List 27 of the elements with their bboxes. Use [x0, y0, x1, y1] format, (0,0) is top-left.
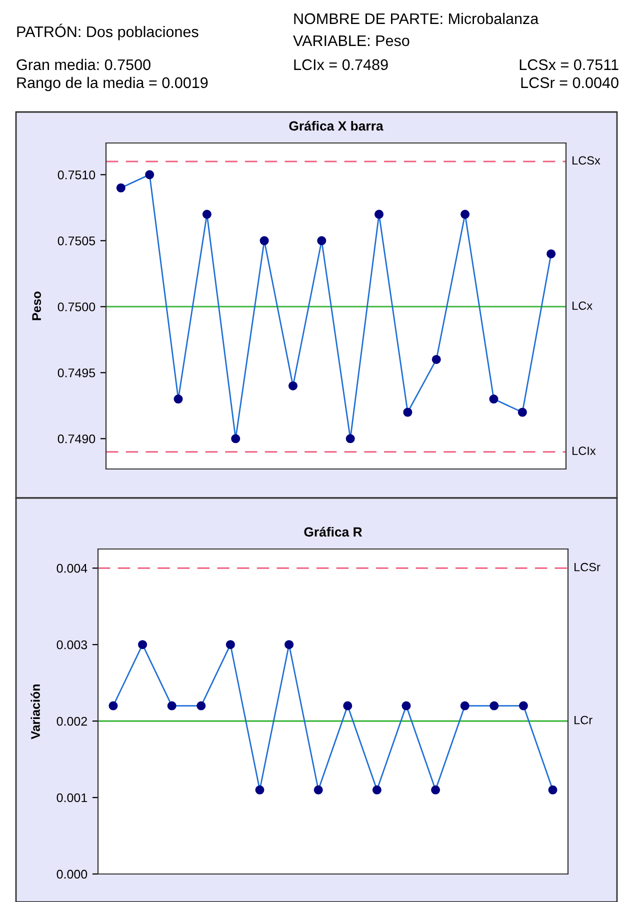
text: PATRÓN: Dos poblaciones: [17, 24, 198, 40]
ref-line-label: LCSx: [572, 156, 600, 165]
ref-line-label: LCx: [572, 301, 592, 310]
y-tick-label: 0.002: [56, 716, 87, 726]
y-tick-label: 0.000: [56, 870, 88, 879]
y-tick-label: 0.7490: [58, 434, 96, 444]
text: LCSx = 0.7511: [520, 59, 618, 70]
y-tick-label: 0.7500: [58, 302, 96, 312]
ref-line-label: LCr: [574, 716, 592, 724]
ref-line-label: LCSr: [574, 562, 600, 572]
y-tick-label: 0.7505: [58, 236, 96, 246]
y-tick-label: 0.004: [56, 564, 88, 573]
text: NOMBRE DE PARTE: Microbalanza: [294, 12, 539, 24]
y-tick-label: 0.001: [56, 793, 87, 802]
y-tick-label: 0.7510: [58, 170, 96, 180]
text: Rango de la media = 0.0019: [17, 76, 208, 92]
chart-title: Gráfica R: [304, 526, 362, 537]
text: Gran media: 0.7500: [16, 58, 150, 70]
y-tick-label: 0.7495: [58, 368, 96, 378]
text: LCIx = 0.7489: [294, 59, 388, 70]
y-tick-label: 0.003: [56, 640, 88, 650]
chart-title: Gráfica X barra: [289, 120, 384, 131]
ref-line-label: LCIx: [572, 446, 596, 456]
y-axis-title: Variación: [30, 684, 40, 740]
y-axis-title: Peso: [32, 292, 41, 320]
text: LCSr = 0.0040: [521, 77, 618, 88]
text: VARIABLE: Peso: [293, 35, 410, 46]
